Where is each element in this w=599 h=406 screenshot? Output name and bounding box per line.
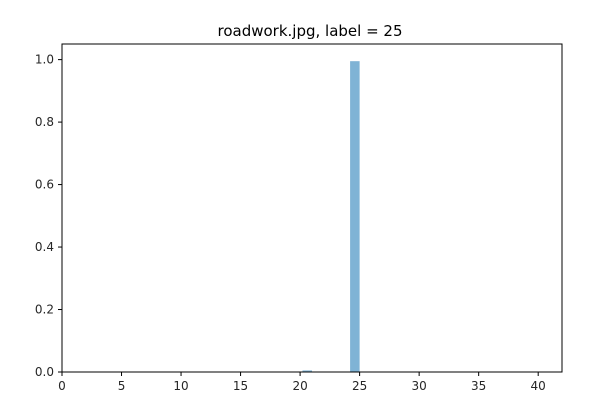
x-tick-label: 15 <box>233 379 248 393</box>
x-tick-label: 35 <box>471 379 486 393</box>
x-tick-label: 40 <box>531 379 546 393</box>
x-tick-label: 0 <box>58 379 66 393</box>
bars-group <box>302 61 360 372</box>
x-axis: 0 5 10 15 20 25 30 35 40 <box>58 372 546 393</box>
x-tick-label: 25 <box>352 379 367 393</box>
y-tick-label: 0.8 <box>35 115 54 129</box>
y-tick-label: 0.2 <box>35 303 54 317</box>
x-tick-label: 5 <box>118 379 126 393</box>
x-tick-label: 20 <box>292 379 307 393</box>
bar-0 <box>302 370 312 372</box>
plot-frame <box>61 43 563 373</box>
x-tick-label: 30 <box>412 379 427 393</box>
y-tick-label: 0.4 <box>35 240 54 254</box>
x-tick-label: 10 <box>173 379 188 393</box>
y-tick-label: 0.0 <box>35 365 54 379</box>
chart-title: roadwork.jpg, label = 25 <box>217 22 402 40</box>
y-axis: 0.0 0.2 0.4 0.6 0.8 1.0 <box>35 53 62 379</box>
bar-1 <box>350 61 360 372</box>
y-tick-label: 0.6 <box>35 178 54 192</box>
y-tick-label: 1.0 <box>35 53 54 67</box>
